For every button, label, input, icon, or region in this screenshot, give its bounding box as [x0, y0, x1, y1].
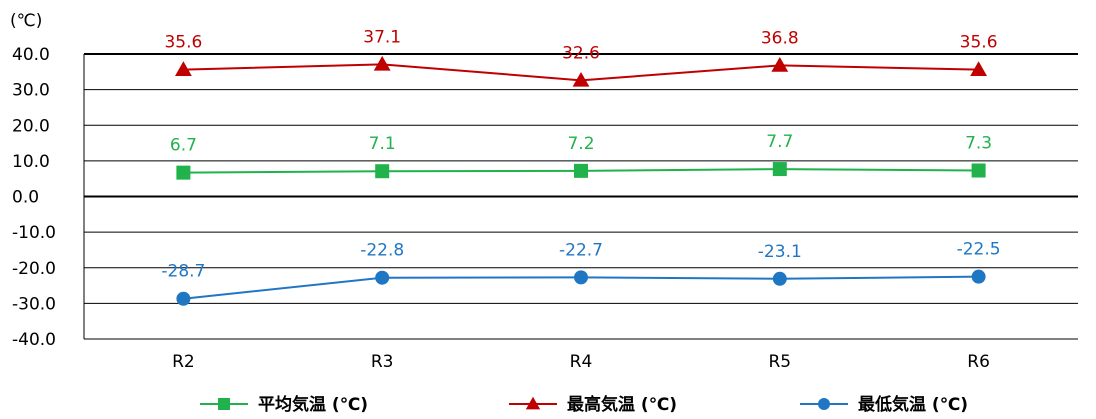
- data-label: 6.7: [170, 136, 197, 156]
- data-label: 7.2: [567, 134, 594, 154]
- legend-item: 平均気温 (℃): [200, 394, 368, 415]
- legend-marker: [218, 398, 230, 410]
- data-point: [772, 162, 787, 177]
- y-tick-label: -30.0: [12, 294, 56, 314]
- y-tick-label: 40.0: [12, 45, 50, 65]
- y-tick-label: 0.0: [12, 188, 39, 208]
- series-circle: -28.7 -22.8 -22.7 -23.1 -22.5: [161, 240, 1001, 306]
- data-label: 35.6: [164, 33, 202, 53]
- y-tick-label: -10.0: [12, 223, 56, 243]
- data-label: -22.7: [559, 240, 603, 260]
- data-point: [175, 61, 192, 76]
- legend-label: 平均気温 (℃): [258, 394, 368, 415]
- y-tick-label: 10.0: [12, 152, 50, 172]
- data-point: [176, 165, 191, 180]
- x-tick-label: R4: [570, 352, 593, 372]
- series-group: 6.7 7.1 7.2 7.7 7.3 35.6 37.1 32.6 36.8 35.6 -28.7…: [161, 27, 1001, 306]
- grid: [83, 53, 1078, 340]
- data-label: -22.5: [957, 240, 1001, 260]
- data-point: [176, 291, 191, 306]
- x-tick-label: R5: [768, 352, 791, 372]
- y-tick-label: -20.0: [12, 259, 56, 279]
- legend-item: 最高気温 (℃): [509, 394, 677, 415]
- legend-label: 最低気温 (℃): [858, 394, 968, 415]
- data-point: [971, 269, 986, 284]
- data-label: 36.8: [761, 28, 799, 48]
- data-label: 7.3: [965, 133, 992, 153]
- legend-marker: [818, 398, 830, 410]
- x-tick-label: R6: [967, 352, 990, 372]
- x-tick-label: R2: [172, 352, 195, 372]
- data-label: -22.8: [360, 241, 404, 261]
- data-label: 35.6: [960, 33, 998, 53]
- y-axis-ticks: 40.0 30.0 20.0 10.0 0.0 -10.0 -20.0 -30.0 -40.0: [12, 45, 56, 350]
- legend-label: 最高気温 (℃): [567, 394, 677, 415]
- data-point: [572, 71, 590, 87]
- legend: 平均気温 (℃) 最高気温 (℃) 最低気温 (℃): [200, 394, 968, 415]
- y-tick-label: 30.0: [12, 81, 50, 101]
- y-tick-label: 20.0: [12, 116, 50, 136]
- data-point: [574, 270, 588, 285]
- data-point: [375, 270, 390, 285]
- data-label: -28.7: [161, 262, 205, 282]
- data-point: [375, 164, 390, 179]
- data-label: 7.7: [766, 132, 793, 152]
- data-label: 32.6: [562, 43, 600, 63]
- data-point: [771, 57, 789, 72]
- x-tick-label: R3: [371, 352, 394, 372]
- data-point: [373, 55, 391, 71]
- legend-item: 最低気温 (℃): [800, 394, 968, 415]
- data-point: [971, 163, 986, 178]
- data-label: 7.1: [369, 134, 396, 154]
- x-axis-ticks: R2 R3 R4 R5 R6: [172, 352, 990, 372]
- data-label: 37.1: [363, 27, 401, 47]
- series-square: 6.7 7.1 7.2 7.7 7.3: [170, 132, 992, 180]
- legend-marker: [525, 396, 541, 410]
- data-label: -23.1: [758, 242, 802, 262]
- data-point: [574, 163, 588, 178]
- series-triangle: 35.6 37.1 32.6 36.8 35.6: [164, 27, 998, 87]
- y-tick-label: -40.0: [12, 330, 56, 350]
- y-unit-label: (℃): [10, 11, 42, 31]
- data-point: [970, 61, 987, 76]
- data-point: [772, 271, 787, 286]
